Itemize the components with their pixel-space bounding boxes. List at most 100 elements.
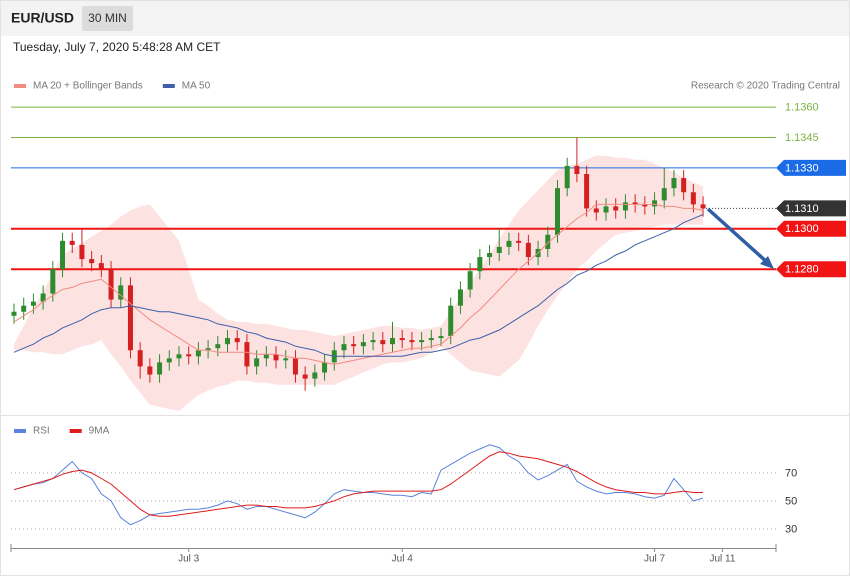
candle-body [554,188,560,235]
series-line [13,451,704,517]
arrow-head [760,256,774,269]
level-label: 1.1280 [785,264,819,276]
candle-body [681,178,687,193]
price-panel: 1.1360 1.1345 1.1330 1.1310 1.1300 1.1280 MA 2… [11,81,846,411]
candle-body [292,358,298,375]
candle-body [380,340,386,345]
ma-line [13,203,704,365]
candle-body [448,305,454,337]
candle-body [700,204,706,209]
candle-body [244,342,250,367]
legend-label: 9MA [89,426,110,437]
candle-body [525,242,531,258]
candle-body [516,240,522,243]
candle-body [467,271,473,290]
interval: 30 MIN [88,11,127,25]
candle-body [186,354,192,357]
candle-body [642,204,648,207]
legend-swatch [162,84,175,88]
candle-body [341,344,347,351]
candle-body [21,305,27,312]
y-tick-label: 50 [785,495,797,507]
candle-body [564,165,570,189]
candle-body [457,289,463,306]
rsi-panel: 30 50 70 Jul 3 Jul 4 Jul 7 Jul 11 RSI 9MA [10,426,797,565]
candle-body [30,301,36,306]
legend-label: MA 50 [182,81,211,92]
candle-body [157,362,163,375]
candle-body [234,338,240,343]
legend-swatch [14,84,26,88]
level-tag [776,200,846,217]
y-tick-label: 30 [785,523,797,535]
candle-body [496,246,502,253]
candle-body [370,340,376,343]
candle-body [205,348,211,351]
candle-body [225,338,231,345]
level-label: 1.1345 [785,132,819,144]
x-tick-label: Jul 7 [644,554,666,565]
candle-body [40,293,46,302]
level-label: 1.1310 [785,203,819,215]
candle-body [254,358,260,367]
x-tick-label: Jul 3 [178,554,200,565]
candle-body [79,244,85,260]
legend-label: RSI [33,426,50,437]
series-line [13,444,704,526]
candle-body [632,202,638,205]
candle-body [506,240,512,247]
candle-body [584,174,590,209]
candle-body [545,234,551,249]
candle-body [108,269,114,300]
candle-body [283,358,289,361]
candle-body [89,259,95,264]
candle-body [613,206,619,211]
x-tick-label: Jul 11 [709,554,735,565]
candle-body [312,372,318,379]
level-label: 1.1300 [785,223,819,235]
candle-body [419,340,425,343]
level-label: 1.1330 [785,162,819,174]
candle-body [302,374,308,379]
candle-body [690,192,696,205]
candle-body [399,338,405,341]
candle-body [118,285,124,300]
candle-body [428,338,434,341]
candle-body [661,188,667,201]
candle-body [390,338,395,345]
candle-body [69,240,75,245]
candle-body [622,202,628,211]
candle-body [574,165,580,174]
candle-body [127,285,133,351]
header-bar [1,1,849,36]
level-tag [776,261,846,278]
candle-body [98,263,104,270]
level-label: 1.1360 [785,102,819,114]
level-tag [776,220,846,237]
candle-body [409,340,415,343]
candle-body [60,240,66,270]
candle-body [195,350,201,357]
candle-body [487,253,493,258]
candle-body [477,257,483,272]
legend-swatch [69,429,82,433]
candle-body [438,336,444,339]
legend-swatch [14,429,26,433]
candle-body [671,178,677,189]
ma-line [13,214,704,357]
symbol: EUR/USD [11,10,74,26]
candle-body [215,344,221,349]
candle-body [593,208,599,213]
candle-body [603,206,609,213]
credit: Research © 2020 Trading Central [691,81,840,92]
candle-body [11,311,17,316]
bollinger-band [14,155,704,411]
candle-body [137,350,143,367]
projection-arrow [706,207,770,265]
y-tick-label: 70 [785,467,797,479]
candle-body [166,358,172,363]
legend-label: MA 20 + Bollinger Bands [33,81,143,92]
candle-body [652,200,658,207]
candle-body [147,366,153,375]
